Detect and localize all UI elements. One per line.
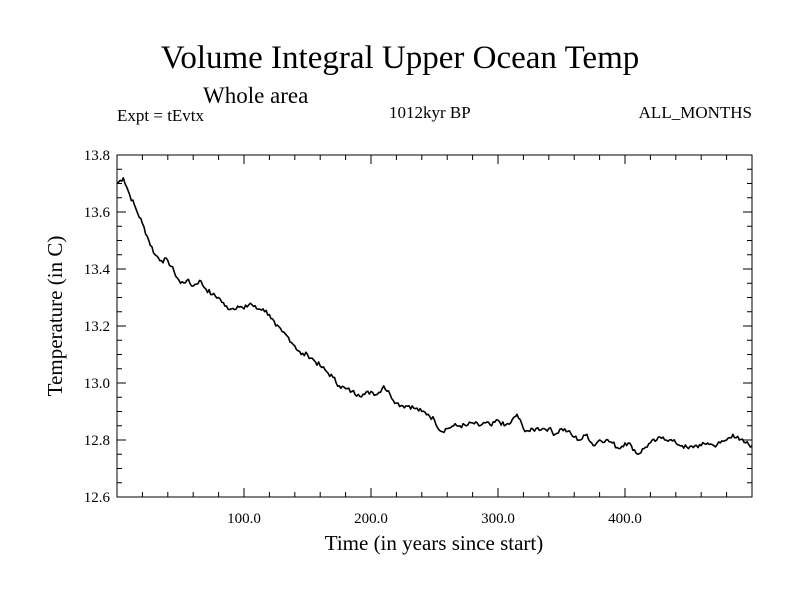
plot-frame	[116, 154, 753, 498]
y-tick-label: 13.4	[84, 262, 111, 278]
x-tick-label: 400.0	[608, 511, 642, 527]
y-tick-label: 13.8	[84, 148, 110, 164]
y-tick-label: 12.6	[84, 490, 111, 506]
x-axis-label: Time (in years since start)	[325, 531, 544, 555]
chart-subtitle: Whole area	[203, 83, 309, 108]
series-line-temperature	[116, 177, 753, 455]
chart-title: Volume Integral Upper Ocean Temp	[160, 40, 640, 76]
period-label: 1012kyr BP	[389, 103, 471, 122]
x-tick-label: 300.0	[481, 511, 515, 527]
y-tick-label: 13.0	[84, 376, 110, 392]
y-tick-label: 13.6	[84, 205, 111, 221]
y-axis-label: Temperature (in C)	[43, 236, 67, 397]
x-tick-label: 100.0	[227, 511, 261, 527]
y-tick-label: 13.2	[84, 319, 110, 335]
y-tick-label: 12.8	[84, 433, 110, 449]
x-tick-label: 200.0	[354, 511, 388, 527]
months-label: ALL_MONTHS	[638, 103, 752, 122]
experiment-label: Expt = tEvtx	[117, 106, 205, 125]
